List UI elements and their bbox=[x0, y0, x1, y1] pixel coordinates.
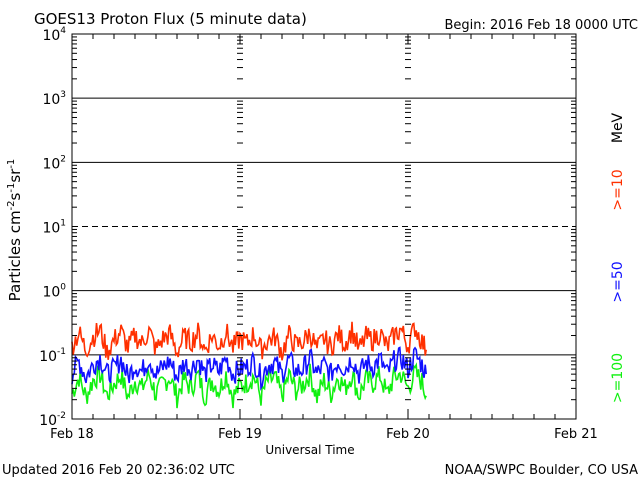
y-axis-label: Particles cm-2s-1sr-1 bbox=[6, 159, 24, 302]
x-tick-label: Feb 20 bbox=[386, 427, 430, 442]
y-tick-label: 103 bbox=[42, 90, 66, 108]
energy-unit-label: MeV bbox=[610, 112, 626, 143]
series-line-ge100 bbox=[71, 362, 427, 409]
y-tick-label: 10-2 bbox=[39, 411, 66, 429]
legend-ge100: >=100 bbox=[610, 353, 626, 403]
y-tick-label: 10-1 bbox=[39, 347, 66, 365]
legend-ge10: >=10 bbox=[610, 169, 626, 210]
x-tick-label: Feb 18 bbox=[50, 427, 94, 442]
x-tick-label: Feb 21 bbox=[554, 427, 598, 442]
y-tick-label: 100 bbox=[42, 283, 66, 301]
begin-label: Begin: 2016 Feb 18 0000 UTC bbox=[444, 18, 638, 33]
source-label: NOAA/SWPC Boulder, CO USA bbox=[445, 463, 638, 478]
series-line-ge50 bbox=[71, 346, 427, 391]
chart-title: GOES13 Proton Flux (5 minute data) bbox=[34, 10, 307, 28]
updated-timestamp: Updated 2016 Feb 20 02:36:02 UTC bbox=[2, 463, 235, 478]
y-tick-label: 102 bbox=[42, 154, 66, 172]
x-tick-label: Feb 19 bbox=[218, 427, 262, 442]
legend-ge50: >=50 bbox=[610, 261, 626, 302]
series-line-ge10 bbox=[71, 321, 427, 361]
x-axis-label: Universal Time bbox=[265, 443, 354, 457]
y-tick-label: 101 bbox=[42, 219, 66, 237]
y-tick-label: 104 bbox=[42, 26, 66, 44]
